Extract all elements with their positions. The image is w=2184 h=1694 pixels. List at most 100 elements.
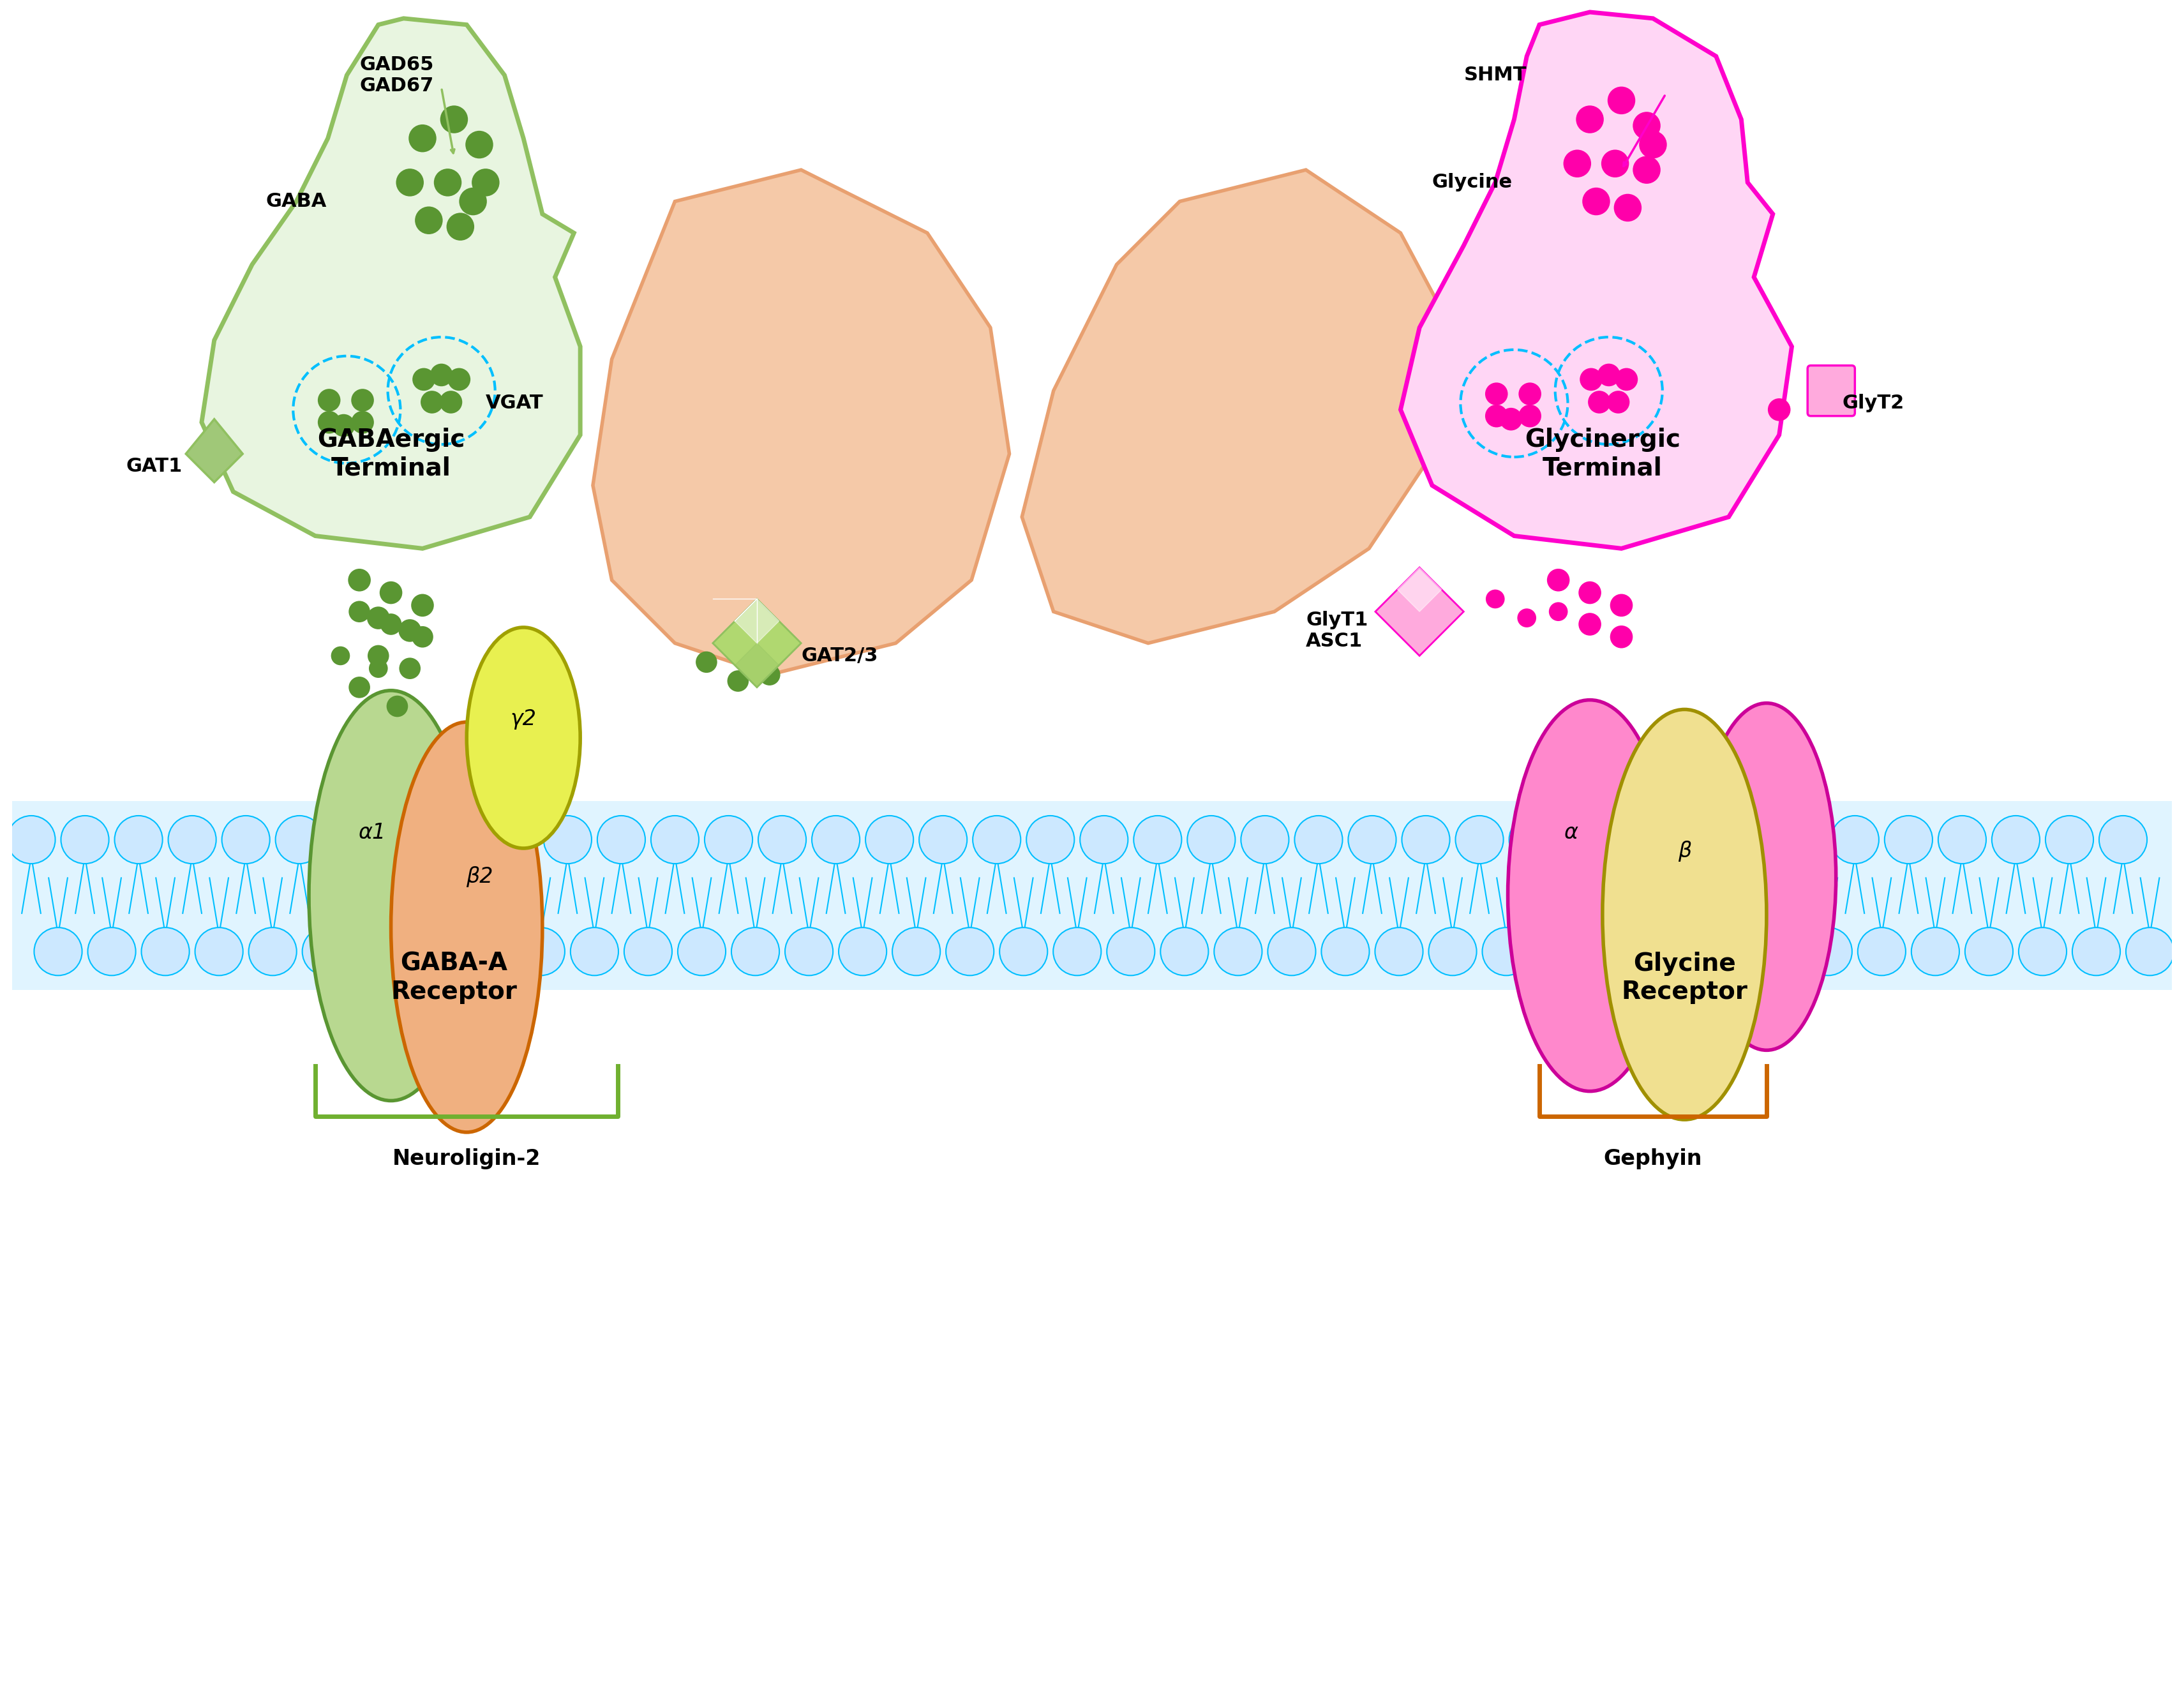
Circle shape — [387, 696, 408, 717]
Circle shape — [1402, 817, 1450, 864]
Circle shape — [1749, 928, 1797, 976]
Circle shape — [441, 105, 467, 134]
Circle shape — [1601, 149, 1629, 178]
Circle shape — [1081, 817, 1127, 864]
Circle shape — [1634, 156, 1660, 183]
Circle shape — [1376, 928, 1424, 976]
Circle shape — [1548, 601, 1568, 622]
Circle shape — [1535, 928, 1583, 976]
Circle shape — [317, 390, 341, 412]
Circle shape — [758, 817, 806, 864]
Circle shape — [1053, 928, 1101, 976]
Circle shape — [382, 817, 430, 864]
Circle shape — [448, 368, 470, 391]
Circle shape — [1607, 391, 1629, 413]
Text: GAT1: GAT1 — [127, 457, 181, 476]
Circle shape — [1564, 817, 1610, 864]
Circle shape — [1026, 817, 1075, 864]
Circle shape — [544, 817, 592, 864]
Circle shape — [397, 620, 422, 642]
Circle shape — [1267, 928, 1315, 976]
Ellipse shape — [391, 722, 542, 1132]
Circle shape — [1579, 581, 1601, 605]
Text: GlyT1
ASC1: GlyT1 ASC1 — [1306, 610, 1367, 650]
Circle shape — [1485, 383, 1507, 405]
Circle shape — [1518, 405, 1542, 427]
Circle shape — [435, 169, 461, 197]
Circle shape — [1590, 928, 1638, 976]
Circle shape — [330, 817, 378, 864]
Text: α: α — [1564, 822, 1579, 844]
Circle shape — [946, 928, 994, 976]
Circle shape — [35, 928, 83, 976]
Circle shape — [249, 928, 297, 976]
Circle shape — [1485, 590, 1505, 608]
Circle shape — [411, 928, 456, 976]
Text: γ2: γ2 — [511, 708, 537, 730]
Text: Neuroligin-2: Neuroligin-2 — [393, 1149, 542, 1169]
Circle shape — [465, 130, 494, 159]
Text: Glycine
Receptor: Glycine Receptor — [1621, 952, 1747, 1005]
Circle shape — [7, 817, 55, 864]
Text: α1: α1 — [358, 822, 387, 844]
Circle shape — [347, 569, 371, 591]
Circle shape — [1830, 817, 1878, 864]
Circle shape — [1348, 817, 1396, 864]
Text: GAD65
GAD67: GAD65 GAD67 — [360, 56, 435, 95]
Circle shape — [1937, 817, 1985, 864]
Circle shape — [1614, 193, 1642, 222]
Circle shape — [1885, 817, 1933, 864]
Circle shape — [2099, 817, 2147, 864]
Circle shape — [194, 928, 242, 976]
Circle shape — [275, 817, 323, 864]
Circle shape — [2046, 817, 2094, 864]
Circle shape — [1564, 149, 1592, 178]
Circle shape — [349, 601, 369, 622]
Circle shape — [352, 390, 373, 412]
Text: Gephyin: Gephyin — [1603, 1149, 1701, 1169]
Circle shape — [1607, 86, 1636, 113]
Ellipse shape — [467, 627, 581, 849]
Circle shape — [463, 928, 511, 976]
Circle shape — [489, 817, 537, 864]
Circle shape — [2018, 928, 2066, 976]
Polygon shape — [186, 418, 242, 483]
Circle shape — [865, 817, 913, 864]
Circle shape — [1697, 928, 1745, 976]
Circle shape — [1588, 391, 1610, 413]
Circle shape — [446, 213, 474, 241]
Circle shape — [727, 671, 749, 691]
Circle shape — [1241, 817, 1289, 864]
Circle shape — [758, 664, 780, 686]
Circle shape — [349, 676, 369, 698]
Circle shape — [1107, 928, 1155, 976]
Circle shape — [1767, 398, 1791, 422]
Circle shape — [301, 928, 349, 976]
Circle shape — [439, 391, 463, 413]
Circle shape — [380, 581, 402, 605]
Circle shape — [415, 207, 443, 234]
Circle shape — [1214, 928, 1262, 976]
Circle shape — [472, 169, 500, 197]
Polygon shape — [1376, 567, 1463, 656]
Text: GABA: GABA — [266, 191, 328, 210]
Circle shape — [317, 412, 341, 434]
Circle shape — [369, 659, 389, 678]
Circle shape — [367, 606, 389, 628]
Circle shape — [422, 391, 443, 413]
Circle shape — [919, 817, 968, 864]
Circle shape — [651, 817, 699, 864]
Polygon shape — [734, 644, 780, 688]
Text: Glycine: Glycine — [1433, 173, 1514, 191]
Polygon shape — [712, 600, 802, 688]
Text: GlyT2: GlyT2 — [1843, 395, 1904, 413]
Circle shape — [893, 928, 941, 976]
Circle shape — [1455, 817, 1503, 864]
Circle shape — [1509, 817, 1557, 864]
Bar — [13, 801, 2171, 991]
Circle shape — [625, 928, 673, 976]
Circle shape — [1597, 364, 1621, 386]
Circle shape — [395, 169, 424, 197]
Polygon shape — [1398, 567, 1441, 612]
Circle shape — [1579, 368, 1603, 391]
